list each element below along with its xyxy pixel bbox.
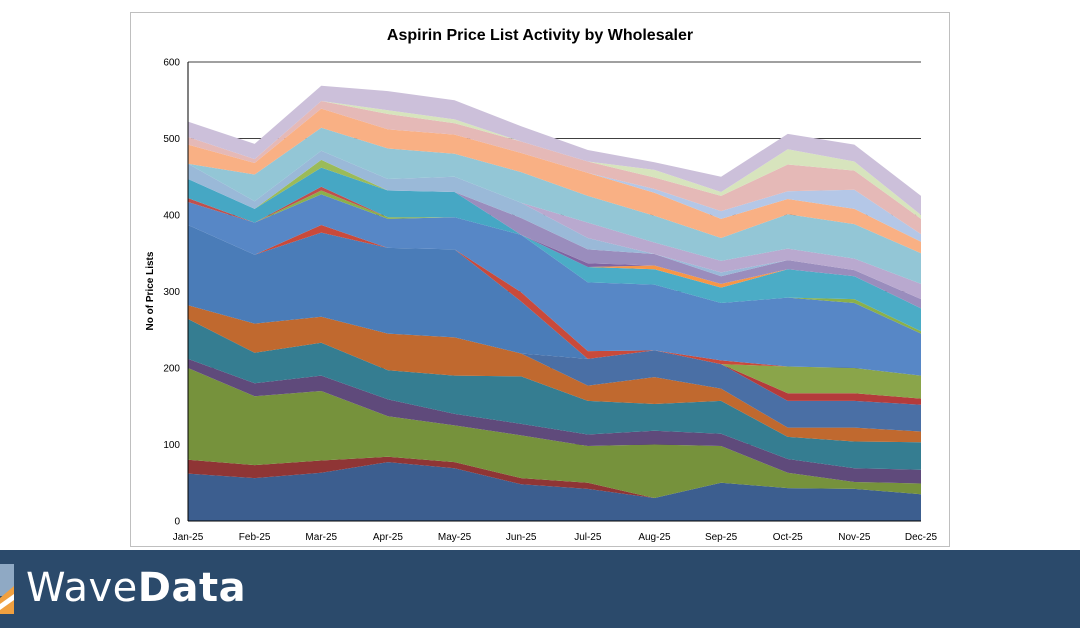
area-series-26: [188, 108, 921, 254]
y-tick-label: 100: [163, 440, 180, 451]
y-tick-label: 300: [163, 287, 180, 298]
chart-frame: Aspirin Price List Activity by Wholesale…: [130, 12, 950, 547]
x-tick-label: Aug-25: [638, 532, 671, 543]
area-series-5: [188, 319, 921, 470]
area-series-6: [188, 305, 921, 443]
brand-wordmark: WaveData: [26, 562, 246, 614]
area-series-16: [188, 190, 921, 332]
area-series-7: [188, 305, 921, 432]
area-series-14: [188, 194, 921, 376]
chart-title: Aspirin Price List Activity by Wholesale…: [387, 27, 693, 44]
y-tick-label: 600: [163, 58, 180, 69]
brand-bold: Data: [137, 565, 247, 611]
area-series-9: [188, 305, 921, 399]
y-tick-label: 400: [163, 211, 180, 222]
chart-svg: Aspirin Price List Activity by Wholesale…: [145, 27, 938, 544]
x-tick-label: Dec-25: [905, 532, 938, 543]
area-series-8: [188, 305, 921, 405]
area-series-25: [188, 127, 921, 284]
area-series-20: [188, 167, 921, 309]
x-tick-label: Mar-25: [305, 532, 337, 543]
y-tick-label: 200: [163, 364, 180, 375]
area-series-1: [188, 462, 921, 521]
x-tick-label: Oct-25: [773, 532, 803, 543]
area-series-29: [188, 101, 921, 219]
x-tick-label: Apr-25: [373, 532, 403, 543]
x-tick-label: Jul-25: [574, 532, 602, 543]
stacked-areas: [188, 85, 921, 521]
y-axis-label: No of Price Lists: [145, 251, 156, 330]
x-tick-label: Sep-25: [705, 532, 738, 543]
area-series-4: [188, 358, 921, 484]
x-tick-label: Jun-25: [506, 532, 537, 543]
y-tick-label: 500: [163, 134, 180, 145]
axes: 0 100 200 300 400 500 600 Jan-25 Feb-25 Mar-25 Apr…: [163, 58, 937, 544]
area-series-23: [188, 150, 921, 300]
area-series-24: [188, 150, 921, 300]
x-tick-label: Nov-25: [838, 532, 871, 543]
y-tick-label: 0: [174, 517, 180, 528]
area-series-12: [188, 224, 921, 376]
area-series-27: [188, 108, 921, 242]
area-series-18: [188, 190, 921, 309]
area-series-3: [188, 368, 921, 499]
x-tick-label: May-25: [438, 532, 472, 543]
x-tick-label: Feb-25: [239, 532, 271, 543]
area-series-22: [188, 159, 921, 309]
area-series-30: [188, 85, 921, 216]
x-tick-label: Jan-25: [173, 532, 204, 543]
wave-logo-icon: [0, 564, 14, 614]
area-series-28: [188, 101, 921, 235]
footer-bar: WaveData: [0, 550, 1080, 628]
brand-light: Wave: [26, 565, 138, 611]
